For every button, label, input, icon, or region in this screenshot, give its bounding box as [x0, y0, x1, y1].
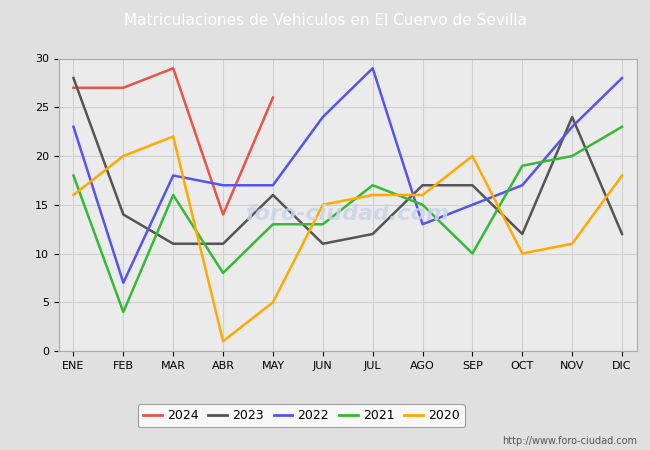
Text: foro-ciudad.com: foro-ciudad.com [246, 203, 450, 224]
Text: Matriculaciones de Vehiculos en El Cuervo de Sevilla: Matriculaciones de Vehiculos en El Cuerv… [124, 13, 526, 28]
Text: http://www.foro-ciudad.com: http://www.foro-ciudad.com [502, 436, 637, 446]
Legend: 2024, 2023, 2022, 2021, 2020: 2024, 2023, 2022, 2021, 2020 [138, 404, 465, 427]
